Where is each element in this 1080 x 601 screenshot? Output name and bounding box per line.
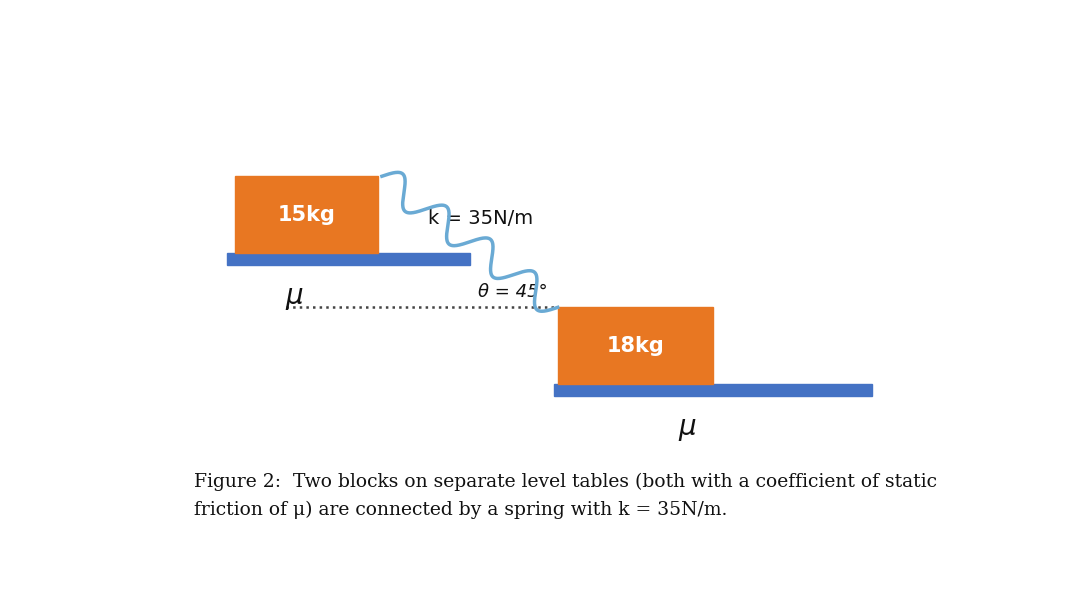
Text: friction of μ) are connected by a spring with k = 35N/m.: friction of μ) are connected by a spring… [193,500,727,519]
Text: 15kg: 15kg [278,205,336,225]
Bar [554,385,872,396]
Text: μ: μ [285,282,302,310]
Bar [557,307,713,385]
Text: Figure 2:  Two blocks on separate level tables (both with a coefficient of stati: Figure 2: Two blocks on separate level t… [193,472,936,491]
Bar [227,254,470,265]
Bar [235,176,378,254]
Text: k = 35N/m: k = 35N/m [428,209,534,228]
Text: μ: μ [678,413,697,441]
Text: 18kg: 18kg [606,336,664,356]
Text: θ = 45°: θ = 45° [478,283,548,301]
